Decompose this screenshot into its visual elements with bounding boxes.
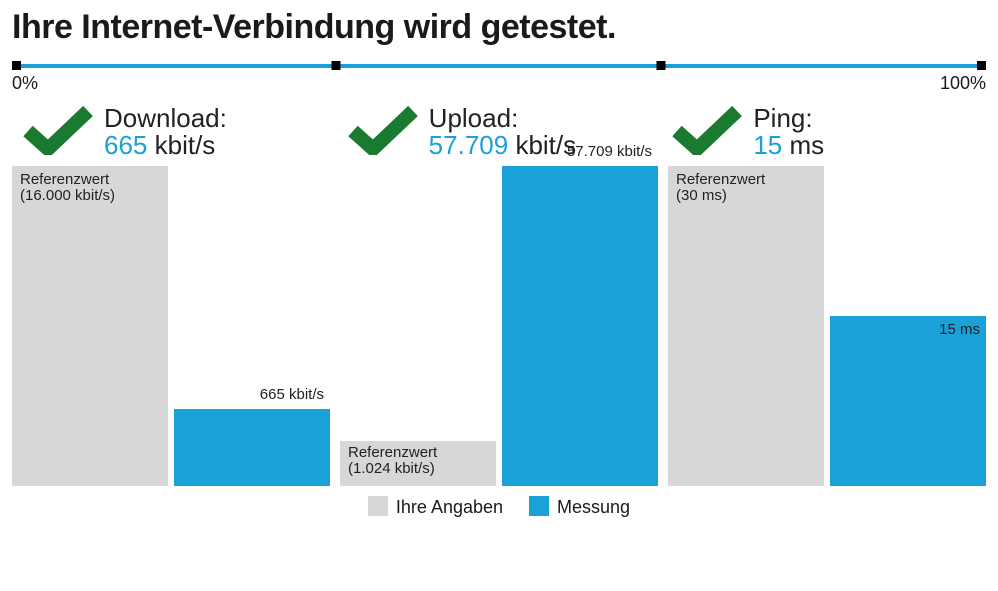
bar-reference: Referenzwert (30 ms) [668,166,824,486]
result-value: 15 ms [753,132,824,159]
bar-ref-label-line1: Referenzwert [676,171,765,188]
result-ping: Ping: 15 ms [661,103,986,160]
result-label: Download: [104,105,227,132]
bar-ref-label: Referenzwert (30 ms) [676,172,818,205]
progress-track [12,64,986,68]
charts-row: Referenzwert (16.000 kbit/s) 665 kbit/s … [12,166,986,486]
page-title: Ihre Internet-Verbindung wird getestet. [12,8,986,47]
bar-ref-label-line2: (1.024 kbit/s) [348,460,435,477]
bar-ref-label-line2: (16.000 kbit/s) [20,187,115,204]
result-text: Ping: 15 ms [753,103,824,160]
progress-tick [332,61,341,70]
legend: Ihre Angaben Messung [12,496,986,518]
bar-ref-label-line1: Referenzwert [20,171,109,188]
legend-swatch-measured [529,496,549,516]
progress-start-label: 0% [12,73,38,94]
result-text: Download: 665 kbit/s [104,103,227,160]
result-number: 57.709 [429,130,509,160]
chart-upload: Referenzwert (1.024 kbit/s) 57.709 kbit/… [340,166,658,486]
results-row: Download: 665 kbit/s Upload: 57.709 kbit… [12,103,986,160]
result-download: Download: 665 kbit/s [12,103,337,160]
bar-ref-label: Referenzwert (16.000 kbit/s) [20,172,162,205]
result-label: Ping: [753,105,824,132]
bar-measured: 57.709 kbit/s [502,166,658,486]
legend-label-measured: Messung [557,497,630,517]
result-number: 665 [104,130,147,160]
chart-download: Referenzwert (16.000 kbit/s) 665 kbit/s [12,166,330,486]
legend-label-reference: Ihre Angaben [396,497,503,517]
check-icon [22,103,94,155]
check-icon [347,103,419,155]
check-icon [671,103,743,155]
chart-ping: Referenzwert (30 ms) 15 ms [668,166,986,486]
result-number: 15 [753,130,782,160]
progress-bar: 0% 100% [12,61,986,89]
bar-meas-label: 665 kbit/s [260,387,324,404]
bar-reference: Referenzwert (1.024 kbit/s) [340,441,496,486]
progress-end-label: 100% [940,73,986,94]
bar-measured: 665 kbit/s [174,409,330,486]
bar-meas-label: 57.709 kbit/s [567,144,652,161]
legend-item-reference: Ihre Angaben [368,496,503,518]
bar-meas-label: 15 ms [939,322,980,339]
bar-ref-label: Referenzwert (1.024 kbit/s) [348,445,490,478]
progress-tick [12,61,21,70]
result-value: 665 kbit/s [104,132,227,159]
progress-tick [656,61,665,70]
progress-tick [977,61,986,70]
bar-measured: 15 ms [830,316,986,486]
legend-item-measured: Messung [529,496,630,518]
legend-swatch-reference [368,496,388,516]
bar-ref-label-line2: (30 ms) [676,187,727,204]
result-unit: ms [790,130,825,160]
result-unit: kbit/s [155,130,216,160]
bar-ref-label-line1: Referenzwert [348,444,437,461]
result-text: Upload: 57.709 kbit/s [429,103,576,160]
bar-reference: Referenzwert (16.000 kbit/s) [12,166,168,486]
result-label: Upload: [429,105,576,132]
result-value: 57.709 kbit/s [429,132,576,159]
